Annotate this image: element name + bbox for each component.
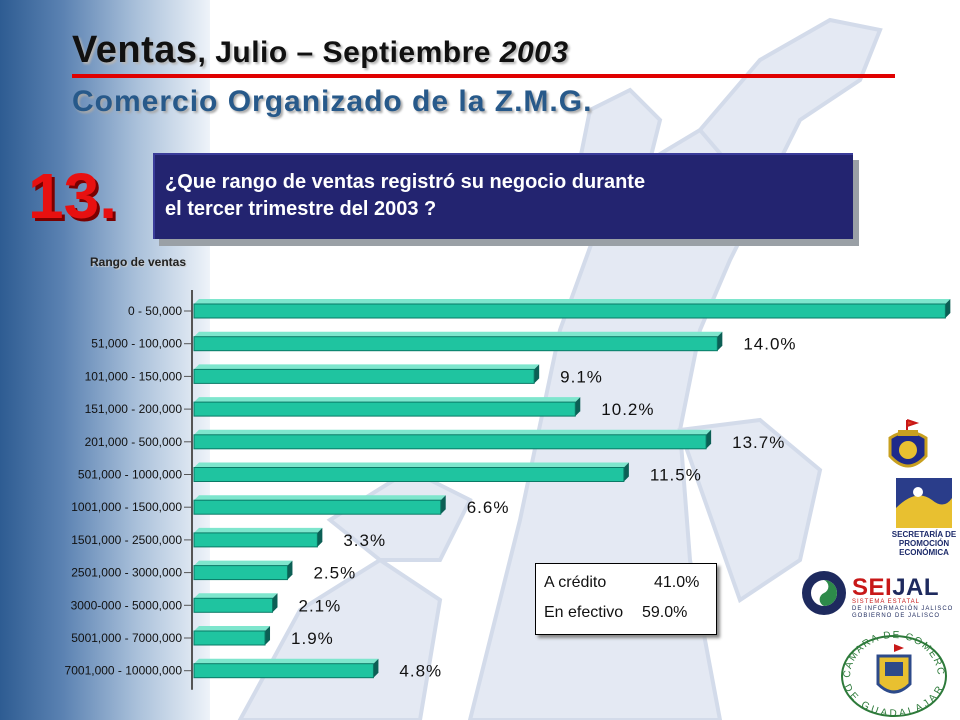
bar <box>193 499 442 515</box>
category-label: 2501,000 - 3000,000 <box>71 566 182 580</box>
legend-cash-row: En efectivo 59.0% <box>544 604 687 622</box>
bar-side-face <box>272 593 278 613</box>
bar-side-face <box>717 331 723 351</box>
bar-top-face <box>194 527 323 533</box>
legend-credit-row: A crédito 41.0% <box>544 574 699 592</box>
jalisco-shield-logo <box>888 419 928 468</box>
legend-cash-value: 59.0% <box>642 604 688 621</box>
bar <box>193 303 946 319</box>
bar <box>193 368 535 384</box>
question-box: ¿Que rango de ventas registró su negocio… <box>153 153 853 239</box>
bar-top-face <box>194 429 712 435</box>
seijal-wordmark: SEIJAL <box>852 575 939 601</box>
title-year: 2003 <box>499 36 569 69</box>
seijal-line-2-a: DE INFORMACIÓN JALISCO <box>852 606 954 612</box>
bar-value-label: 2.1% <box>299 596 342 615</box>
question-text: ¿Que rango de ventas registró su negocio… <box>165 169 845 223</box>
seijal-wordmark-b: JAL <box>892 574 940 601</box>
bar <box>193 630 266 646</box>
bar-top-face <box>194 560 293 566</box>
bar <box>193 401 576 417</box>
bar-side-face <box>317 527 323 547</box>
bar-side-face <box>373 658 379 678</box>
category-label: 1001,000 - 1500,000 <box>71 500 182 514</box>
bar-top-face <box>194 658 379 664</box>
bar <box>193 336 718 352</box>
title-underline <box>72 74 895 78</box>
bar-value-label: 13.7% <box>732 433 785 452</box>
bar <box>193 467 625 482</box>
bar <box>193 565 288 581</box>
bar <box>193 663 374 679</box>
bar-top-face <box>194 299 951 304</box>
bar-value-label: 11.5% <box>650 466 702 485</box>
bar-top-face <box>194 397 581 403</box>
slide-title: Ventas, Julio – Septiembre 2003 <box>72 30 569 73</box>
sepro-line-1: SECRETARÍA DE <box>891 530 957 539</box>
sepro-logo: SECRETARÍA DE PROMOCIÓN ECONÓMICA <box>882 478 956 558</box>
bar-value-label: 1.9% <box>291 629 334 648</box>
seijal-line-3: GOBIERNO DE JALISCO <box>852 613 941 619</box>
category-label: 501,000 - 1000,000 <box>78 468 182 482</box>
bar-side-face <box>265 626 271 645</box>
bar-side-face <box>706 429 712 449</box>
bar <box>193 434 707 450</box>
left-gradient-band <box>0 0 210 720</box>
bar-value-label: 3.3% <box>343 531 386 550</box>
seijal-line-1: SISTEMA ESTATAL <box>852 599 921 605</box>
bar-top-face <box>194 626 271 631</box>
bar-side-face <box>623 462 629 482</box>
category-label: 7001,000 - 10000,000 <box>65 664 183 678</box>
bar-value-label: 9.1% <box>560 367 603 386</box>
category-label: 3000-000 - 5000,000 <box>71 598 183 612</box>
bar-side-face <box>534 364 540 384</box>
seijal-emblem-icon <box>802 571 846 615</box>
camara-comercio-seal: CAMARA DE COMERCIO DE GUADALAJARA <box>838 626 947 718</box>
bar-side-face <box>440 495 446 515</box>
slide-subtitle: Comercio Organizado de la Z.M.G. <box>72 85 593 118</box>
question-line-2: el tercer trimestre del 2003 ? <box>165 198 437 220</box>
sepro-line-3: ECONÓMICA <box>899 548 949 557</box>
bar-value-label: 14.0% <box>743 335 796 354</box>
bar-side-face <box>575 397 581 417</box>
bar <box>193 532 318 548</box>
category-label: 151,000 - 200,000 <box>85 402 183 416</box>
seijal-wordmark-a: SEI <box>852 574 893 601</box>
category-label: 101,000 - 150,000 <box>85 369 183 383</box>
bar-value-label: 10.2% <box>601 400 654 419</box>
category-label: 0 - 50,000 <box>128 304 182 318</box>
sepro-line-2: PROMOCIÓN <box>898 539 950 548</box>
sepro-label: SECRETARÍA DE PROMOCIÓN ECONÓMICA <box>882 530 960 557</box>
bar-side-face <box>945 299 951 318</box>
payment-legend: A crédito 41.0% En efectivo 59.0% <box>535 563 717 635</box>
bar-value-label: 2.5% <box>313 564 356 583</box>
bar <box>193 597 273 613</box>
seijal-logo: SEIJAL SISTEMA ESTATAL DE INFORMACIÓN JA… <box>800 565 960 621</box>
bar-top-face <box>194 462 629 468</box>
category-label: 5001,000 - 7000,000 <box>71 631 182 645</box>
legend-cash-label: En efectivo <box>544 604 624 621</box>
bar-value-label: 4.8% <box>399 662 442 681</box>
sepro-emblem-icon <box>896 478 952 528</box>
bar-top-face <box>194 331 723 337</box>
seijal-line-2: DE INFORMACIÓN JALISCO <box>852 606 953 613</box>
bar-top-face <box>194 593 278 599</box>
title-main: Ventas <box>72 29 198 71</box>
legend-credit-label: A crédito <box>544 574 607 591</box>
bar-top-face <box>194 364 540 370</box>
category-label: 1501,000 - 2500,000 <box>71 533 182 547</box>
category-label: 201,000 - 500,000 <box>85 435 183 449</box>
question-line-1: ¿Que rango de ventas registró su negocio… <box>165 171 646 193</box>
bar-value-label: 6.6% <box>467 498 510 517</box>
y-axis-title: Rango de ventas <box>90 255 187 269</box>
bar-side-face <box>287 560 293 580</box>
question-number: 13. <box>28 160 117 232</box>
bar-top-face <box>194 495 446 501</box>
title-period: , Julio – Septiembre <box>197 36 500 69</box>
category-label: 51,000 - 100,000 <box>91 337 182 351</box>
legend-credit-value: 41.0% <box>654 574 700 591</box>
